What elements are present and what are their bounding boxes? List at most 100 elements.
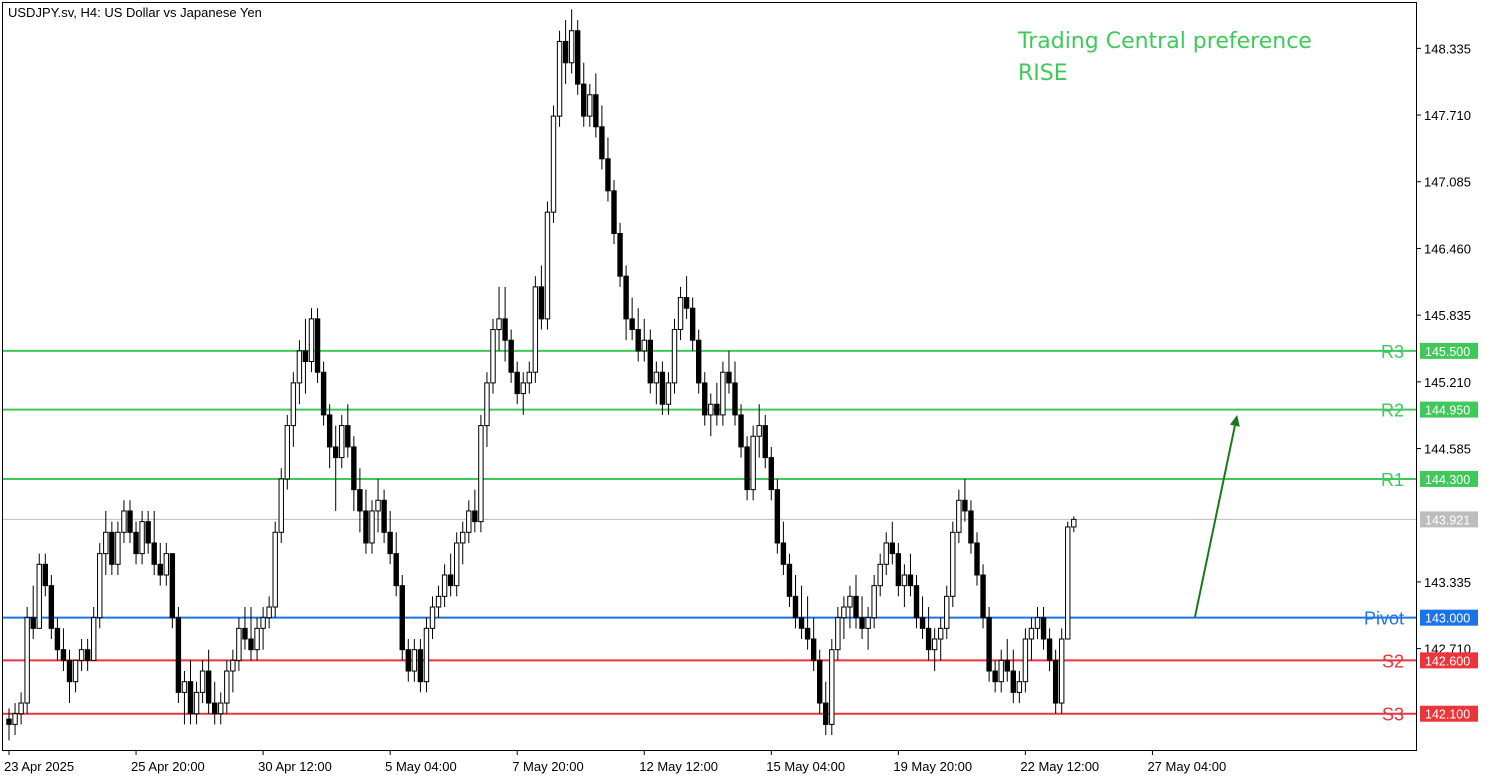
candle-bearish [611,190,617,235]
candle-bullish [829,649,835,725]
x-tick-label: 12 May 12:00 [639,759,718,774]
candle-bearish [786,563,793,597]
candle-bullish [750,435,756,491]
candle-bearish [357,489,363,512]
candle-bearish [744,446,750,491]
candle-bearish [6,718,12,725]
candle-bullish [266,606,272,619]
candle-bullish [865,617,871,629]
candle-bullish [121,510,127,533]
candle-bullish [1028,627,1035,640]
current-price-tag [1420,511,1478,528]
candle-bearish [60,649,67,661]
candle-bearish [599,126,605,160]
candle-bearish [925,627,932,651]
level-name-s3: S3 [1382,705,1404,725]
candle-bearish [84,649,91,661]
candle-bearish [617,233,623,277]
candle-bearish [1040,617,1047,640]
candle-bullish [24,617,30,704]
candle-bullish [520,382,526,395]
price-tag-s2 [1420,652,1478,669]
candle-bearish [109,531,115,565]
candle-bullish [641,339,647,352]
candle-bullish [91,617,97,661]
x-tick-label: 15 May 04:00 [766,759,845,774]
candle-bullish [1071,518,1077,528]
y-tick-label: 143.335 [1424,575,1471,590]
candle-bullish [12,713,18,725]
candle-bearish [907,574,914,587]
candle-bearish [54,627,61,651]
candle-bearish [48,585,55,629]
candle-bearish [702,382,708,416]
x-tick-label: 30 Apr 12:00 [258,759,332,774]
preference-direction: RISE [1018,61,1068,86]
price-tag-label-pivot: 143.000 [1425,612,1470,626]
candle-bullish [236,627,242,661]
candle-bearish [472,510,478,523]
candle-bullish [460,531,466,544]
candle-bullish [877,563,883,587]
candle-bullish [677,297,684,331]
candle-bearish [635,329,641,352]
candle-bearish [817,659,823,704]
candle-bullish [956,499,962,533]
x-tick-label: 27 May 04:00 [1147,759,1226,774]
candle-bearish [151,542,157,565]
candle-bullish [18,702,24,715]
candle-bearish [1004,659,1010,672]
forecast-arrow [1193,414,1240,618]
candle-bearish [1010,670,1016,693]
candle-bearish [562,40,569,64]
candle-bearish [387,531,393,555]
candle-bearish [623,275,629,320]
candle-bullish [653,371,660,384]
candle-bullish [720,371,726,416]
candle-bullish [490,329,496,384]
candle-bearish [175,617,182,693]
axes: 148.335 147.710 147.085 146.460 145.835 145.2… [4,41,1478,774]
candle-bullish [550,115,557,213]
candle-bullish [1065,526,1071,640]
candle-bearish [242,627,248,640]
candle-bullish [496,318,502,331]
candle-bearish [792,595,799,619]
candle-bullish [411,649,418,672]
candle-bullish [375,499,381,512]
candle-bearish [399,585,405,651]
candle-bearish [405,649,412,672]
arrow-head [1230,414,1240,427]
candle-bullish [369,510,375,544]
level-name-r3: R3 [1381,342,1404,362]
candle-bullish [284,425,291,480]
candle-bearish [508,339,514,373]
price-tag-label-r3: 145.500 [1425,345,1470,359]
candle-bullish [429,606,436,629]
candle-bearish [187,681,194,715]
candle-bearish [974,542,980,576]
candle-bullish [224,670,230,704]
candle-bullish [847,595,853,608]
x-tick-label: 25 Apr 20:00 [131,759,205,774]
candle-bullish [339,425,345,459]
y-tick-label: 146.460 [1424,241,1471,256]
candle-bullish [72,659,79,683]
candle-bearish [968,510,974,544]
candle-bearish [714,403,720,416]
level-name-r1: R1 [1381,470,1404,490]
candle-bearish [169,553,176,619]
candle-bullish [841,606,847,619]
candle-bullish [944,595,950,629]
candle-bullish [756,425,762,437]
candle-bullish [532,286,539,373]
price-tag-label-r1: 144.300 [1425,473,1470,487]
candle-bearish [859,617,865,629]
candle-bearish [774,489,781,544]
candle-bearish [581,83,587,117]
candle-bullish [290,382,297,427]
candle-bearish [30,617,36,629]
candle-bearish [804,627,811,640]
candle-bullish [556,40,563,117]
